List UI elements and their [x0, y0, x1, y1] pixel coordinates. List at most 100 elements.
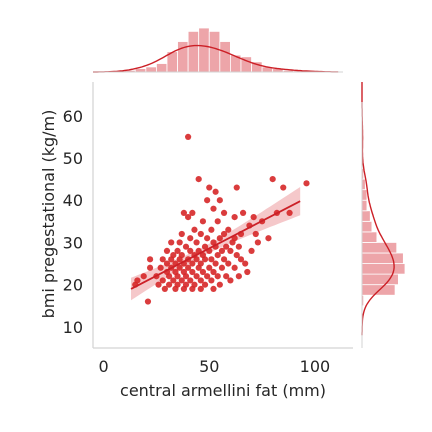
top-hist-bar: [187, 30, 200, 73]
data-point: [199, 268, 207, 276]
data-point: [265, 235, 272, 242]
data-point: [216, 197, 223, 204]
data-point: [210, 285, 217, 292]
data-point: [165, 273, 173, 280]
data-point: [201, 243, 209, 250]
top-hist-bar: [198, 27, 210, 73]
data-point: [231, 264, 238, 271]
x-axis-label: central armellini fat (mm): [120, 381, 326, 400]
top-hist-bar: [208, 30, 221, 73]
data-point: [210, 205, 217, 212]
data-point: [185, 264, 192, 271]
data-point: [187, 277, 194, 284]
right-hist-bar: [361, 252, 404, 264]
data-point: [204, 235, 211, 242]
data-point: [223, 243, 230, 250]
data-point: [212, 188, 219, 195]
tick-labels: 0 50 100 10 20 30 40 50 60: [63, 107, 331, 376]
data-point: [227, 247, 234, 254]
data-point: [210, 268, 217, 276]
y-tick-label: 60: [63, 107, 83, 126]
data-point: [146, 264, 154, 271]
top-hist-bar: [219, 41, 231, 73]
right-hist-bar: [361, 231, 378, 243]
top-hist-bar: [156, 63, 168, 73]
data-point: [225, 260, 232, 267]
data-point: [208, 226, 215, 233]
data-point: [174, 281, 181, 288]
top-marginal-histogram: [93, 27, 343, 73]
data-point: [170, 277, 177, 284]
data-point: [170, 252, 177, 259]
data-point: [189, 260, 196, 267]
data-point: [163, 260, 171, 267]
data-point: [244, 268, 251, 276]
data-point: [220, 209, 228, 216]
data-point: [182, 281, 190, 288]
data-point: [165, 281, 173, 288]
data-point: [218, 247, 226, 254]
data-point: [216, 281, 223, 288]
right-marginal-histogram: [361, 82, 406, 348]
data-point: [157, 264, 164, 271]
y-tick-label: 20: [63, 276, 83, 295]
data-point: [250, 214, 257, 221]
data-point: [155, 281, 162, 288]
data-point: [178, 230, 185, 238]
data-point: [163, 247, 171, 254]
data-point: [180, 209, 187, 216]
data-point: [201, 256, 209, 263]
data-point: [248, 247, 255, 254]
y-tick-label: 40: [63, 191, 83, 210]
data-point: [269, 176, 276, 183]
data-point: [216, 235, 223, 242]
top-hist-bar: [134, 68, 147, 73]
data-point: [193, 256, 200, 263]
data-point: [168, 239, 175, 246]
data-point: [280, 184, 287, 191]
data-point: [182, 243, 190, 250]
data-point: [189, 268, 196, 276]
data-point: [204, 273, 211, 280]
data-point: [214, 252, 221, 259]
data-point: [252, 230, 259, 238]
data-point: [174, 273, 181, 280]
data-point: [159, 256, 166, 263]
data-point: [189, 209, 196, 216]
data-point: [178, 252, 185, 259]
right-hist-bar: [361, 199, 368, 212]
data-point: [187, 235, 194, 242]
data-point: [187, 247, 194, 254]
data-point: [140, 273, 147, 280]
data-point: [197, 277, 204, 284]
y-tick-label: 50: [63, 149, 83, 168]
data-point: [178, 277, 185, 284]
x-tick-label: 100: [300, 357, 331, 376]
right-hist-bar: [361, 242, 398, 254]
data-point: [237, 256, 245, 263]
data-point: [185, 214, 192, 221]
data-point: [193, 239, 200, 246]
main-axes: [92, 82, 353, 349]
right-hist-bar: [361, 263, 406, 275]
right-hist-bar: [361, 220, 373, 233]
data-point: [254, 239, 261, 246]
top-hist-bar: [145, 66, 157, 73]
data-point: [161, 285, 168, 292]
data-point: [193, 273, 200, 280]
data-point: [214, 273, 221, 280]
y-tick-label: 10: [63, 318, 83, 337]
data-point: [208, 256, 215, 263]
regression-line-group: [130, 200, 301, 290]
top-kde-curve: [93, 44, 339, 73]
data-point: [206, 264, 213, 271]
data-point: [176, 239, 183, 246]
data-point: [231, 214, 238, 221]
data-point: [218, 264, 226, 271]
data-point: [223, 273, 230, 280]
right-hist-bar: [361, 273, 399, 286]
data-point: [134, 277, 141, 284]
data-point: [204, 197, 211, 204]
data-point: [201, 281, 209, 288]
right-hist-bar: [361, 189, 368, 201]
